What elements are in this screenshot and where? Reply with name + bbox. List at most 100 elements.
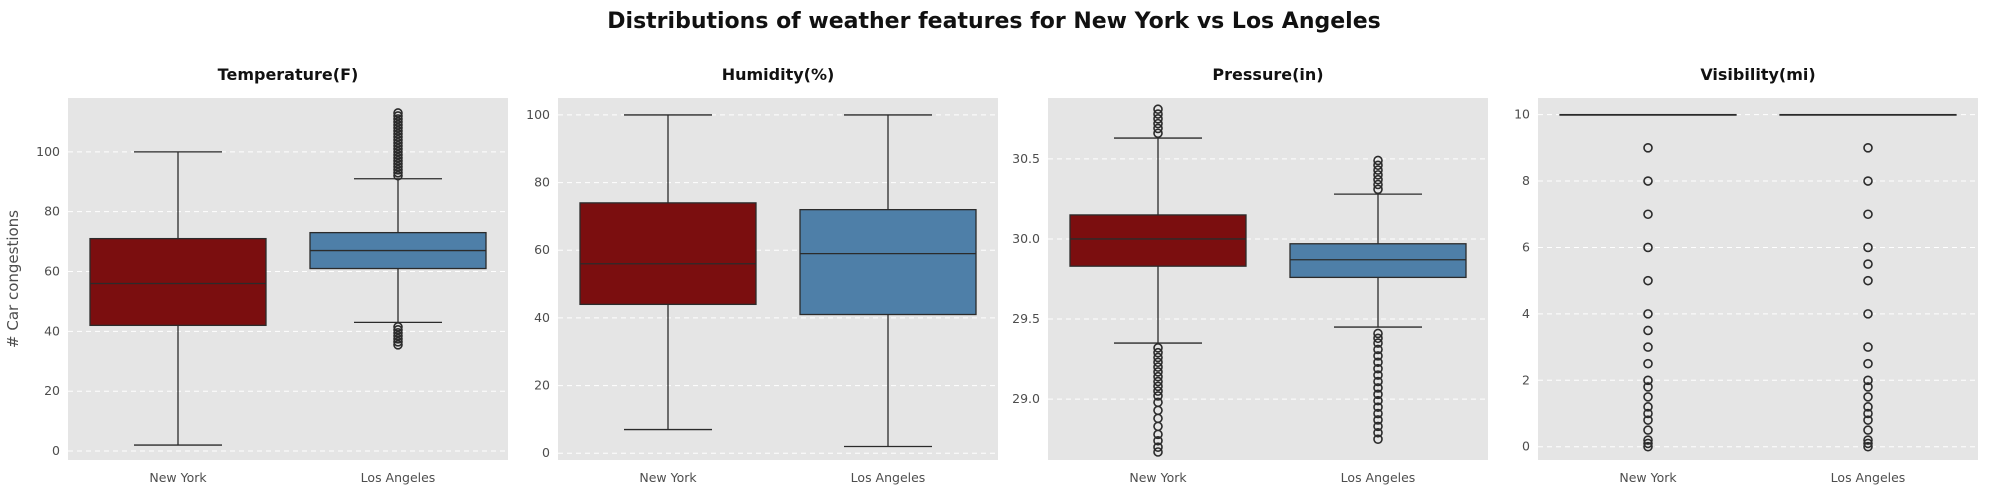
outlier-point: [1153, 352, 1163, 363]
outlier-point: [1863, 402, 1873, 412]
outlier-point: [1863, 143, 1873, 153]
outlier-point: [1153, 367, 1163, 377]
outlier-point: [1373, 363, 1383, 374]
iqr-box: [89, 237, 267, 327]
y-tick-label: 40: [534, 310, 550, 325]
outlier-point: [1373, 427, 1383, 438]
outlier-point: [1153, 371, 1163, 382]
outlier-point: [393, 129, 403, 139]
outlier-point: [1373, 383, 1383, 393]
outlier-point: [1153, 357, 1163, 368]
outlier-point: [393, 147, 403, 157]
y-tick-label: 2: [1522, 372, 1530, 387]
panel-title: Pressure(in): [1212, 65, 1323, 84]
iqr-box: [579, 202, 757, 306]
outlier-point: [1373, 174, 1383, 185]
box-los-angeles: [309, 108, 487, 350]
outlier-point: [1373, 402, 1383, 412]
y-tick-label: 60: [534, 242, 550, 257]
outlier-point: [1643, 382, 1653, 392]
plot-area: [1538, 98, 1978, 460]
outlier-point: [1373, 395, 1383, 406]
x-tick-label: New York: [639, 470, 697, 485]
outlier-point: [393, 117, 403, 127]
outlier-point: [1153, 114, 1163, 124]
outlier-point: [1643, 342, 1653, 352]
outlier-point: [1373, 376, 1383, 387]
panel-title: Visibility(mi): [1700, 65, 1815, 84]
outlier-point: [1863, 425, 1873, 435]
outlier-point: [393, 114, 403, 124]
outlier-point: [393, 123, 403, 133]
outlier-point: [1863, 415, 1873, 425]
outlier-point: [1643, 358, 1653, 369]
outlier-point: [1643, 441, 1653, 452]
outlier-point: [1153, 386, 1163, 396]
y-tick-label: 20: [44, 383, 60, 398]
outlier-point: [393, 111, 403, 121]
y-tick-label: 8: [1522, 173, 1530, 188]
outlier-point: [1863, 375, 1873, 386]
outlier-point: [1643, 309, 1653, 319]
outlier-point: [1373, 170, 1383, 180]
outlier-point: [1643, 408, 1653, 419]
outlier-point: [393, 156, 403, 166]
box-new-york: [1069, 104, 1247, 457]
outlier-point: [1153, 128, 1163, 139]
y-tick-label: 0: [1522, 439, 1530, 454]
outlier-point: [1643, 402, 1653, 412]
y-tick-label: 20: [534, 378, 550, 393]
outlier-point: [1373, 184, 1383, 195]
iqr-box: [1069, 214, 1247, 267]
outlier-point: [1643, 438, 1653, 449]
outlier-point: [1863, 408, 1873, 419]
outlier-point: [393, 170, 403, 181]
box-los-angeles: [799, 114, 977, 448]
outlier-point: [393, 159, 403, 169]
outlier-point: [1643, 392, 1653, 402]
iqr-box: [1289, 243, 1467, 279]
outlier-point: [1153, 347, 1163, 358]
outlier-point: [1153, 118, 1163, 129]
outlier-point: [1153, 123, 1163, 134]
outlier-point: [1373, 421, 1383, 432]
x-tick-label: Los Angeles: [851, 470, 926, 485]
outlier-point: [393, 135, 403, 145]
box-new-york: [89, 151, 267, 446]
panel-title: Temperature(F): [218, 65, 359, 84]
y-tick-label: 10: [1514, 107, 1530, 122]
outlier-point: [1863, 242, 1873, 253]
x-tick-label: Los Angeles: [361, 470, 436, 485]
y-tick-label: 100: [36, 144, 60, 159]
y-tick-label: 80: [534, 175, 550, 190]
y-tick-label: 100: [526, 107, 550, 122]
box-los-angeles: [1289, 155, 1467, 444]
outlier-point: [1373, 160, 1383, 171]
outlier-point: [1643, 425, 1653, 435]
box-new-york: [1559, 113, 1737, 452]
outlier-point: [393, 165, 403, 175]
outlier-point: [1643, 435, 1653, 445]
outlier-point: [393, 162, 403, 172]
outlier-point: [1153, 435, 1163, 446]
y-tick-label: 80: [44, 204, 60, 219]
outlier-point: [1863, 176, 1873, 186]
outlier-point: [393, 138, 403, 148]
outlier-point: [1153, 442, 1163, 452]
outlier-point: [1153, 397, 1163, 408]
outlier-point: [1373, 344, 1383, 355]
outlier-point: [1643, 242, 1653, 253]
outlier-point: [1373, 370, 1383, 380]
y-tick-label: 30.0: [1012, 231, 1040, 246]
outlier-point: [1373, 389, 1383, 400]
x-tick-label: New York: [1619, 470, 1677, 485]
outlier-point: [1373, 338, 1383, 348]
x-tick-label: Los Angeles: [1341, 470, 1416, 485]
outlier-point: [1863, 342, 1873, 352]
outlier-point: [1863, 309, 1873, 319]
outlier-point: [1153, 104, 1163, 115]
outlier-point: [393, 328, 403, 338]
plot-area: [1048, 98, 1488, 460]
outlier-point: [1373, 155, 1383, 166]
